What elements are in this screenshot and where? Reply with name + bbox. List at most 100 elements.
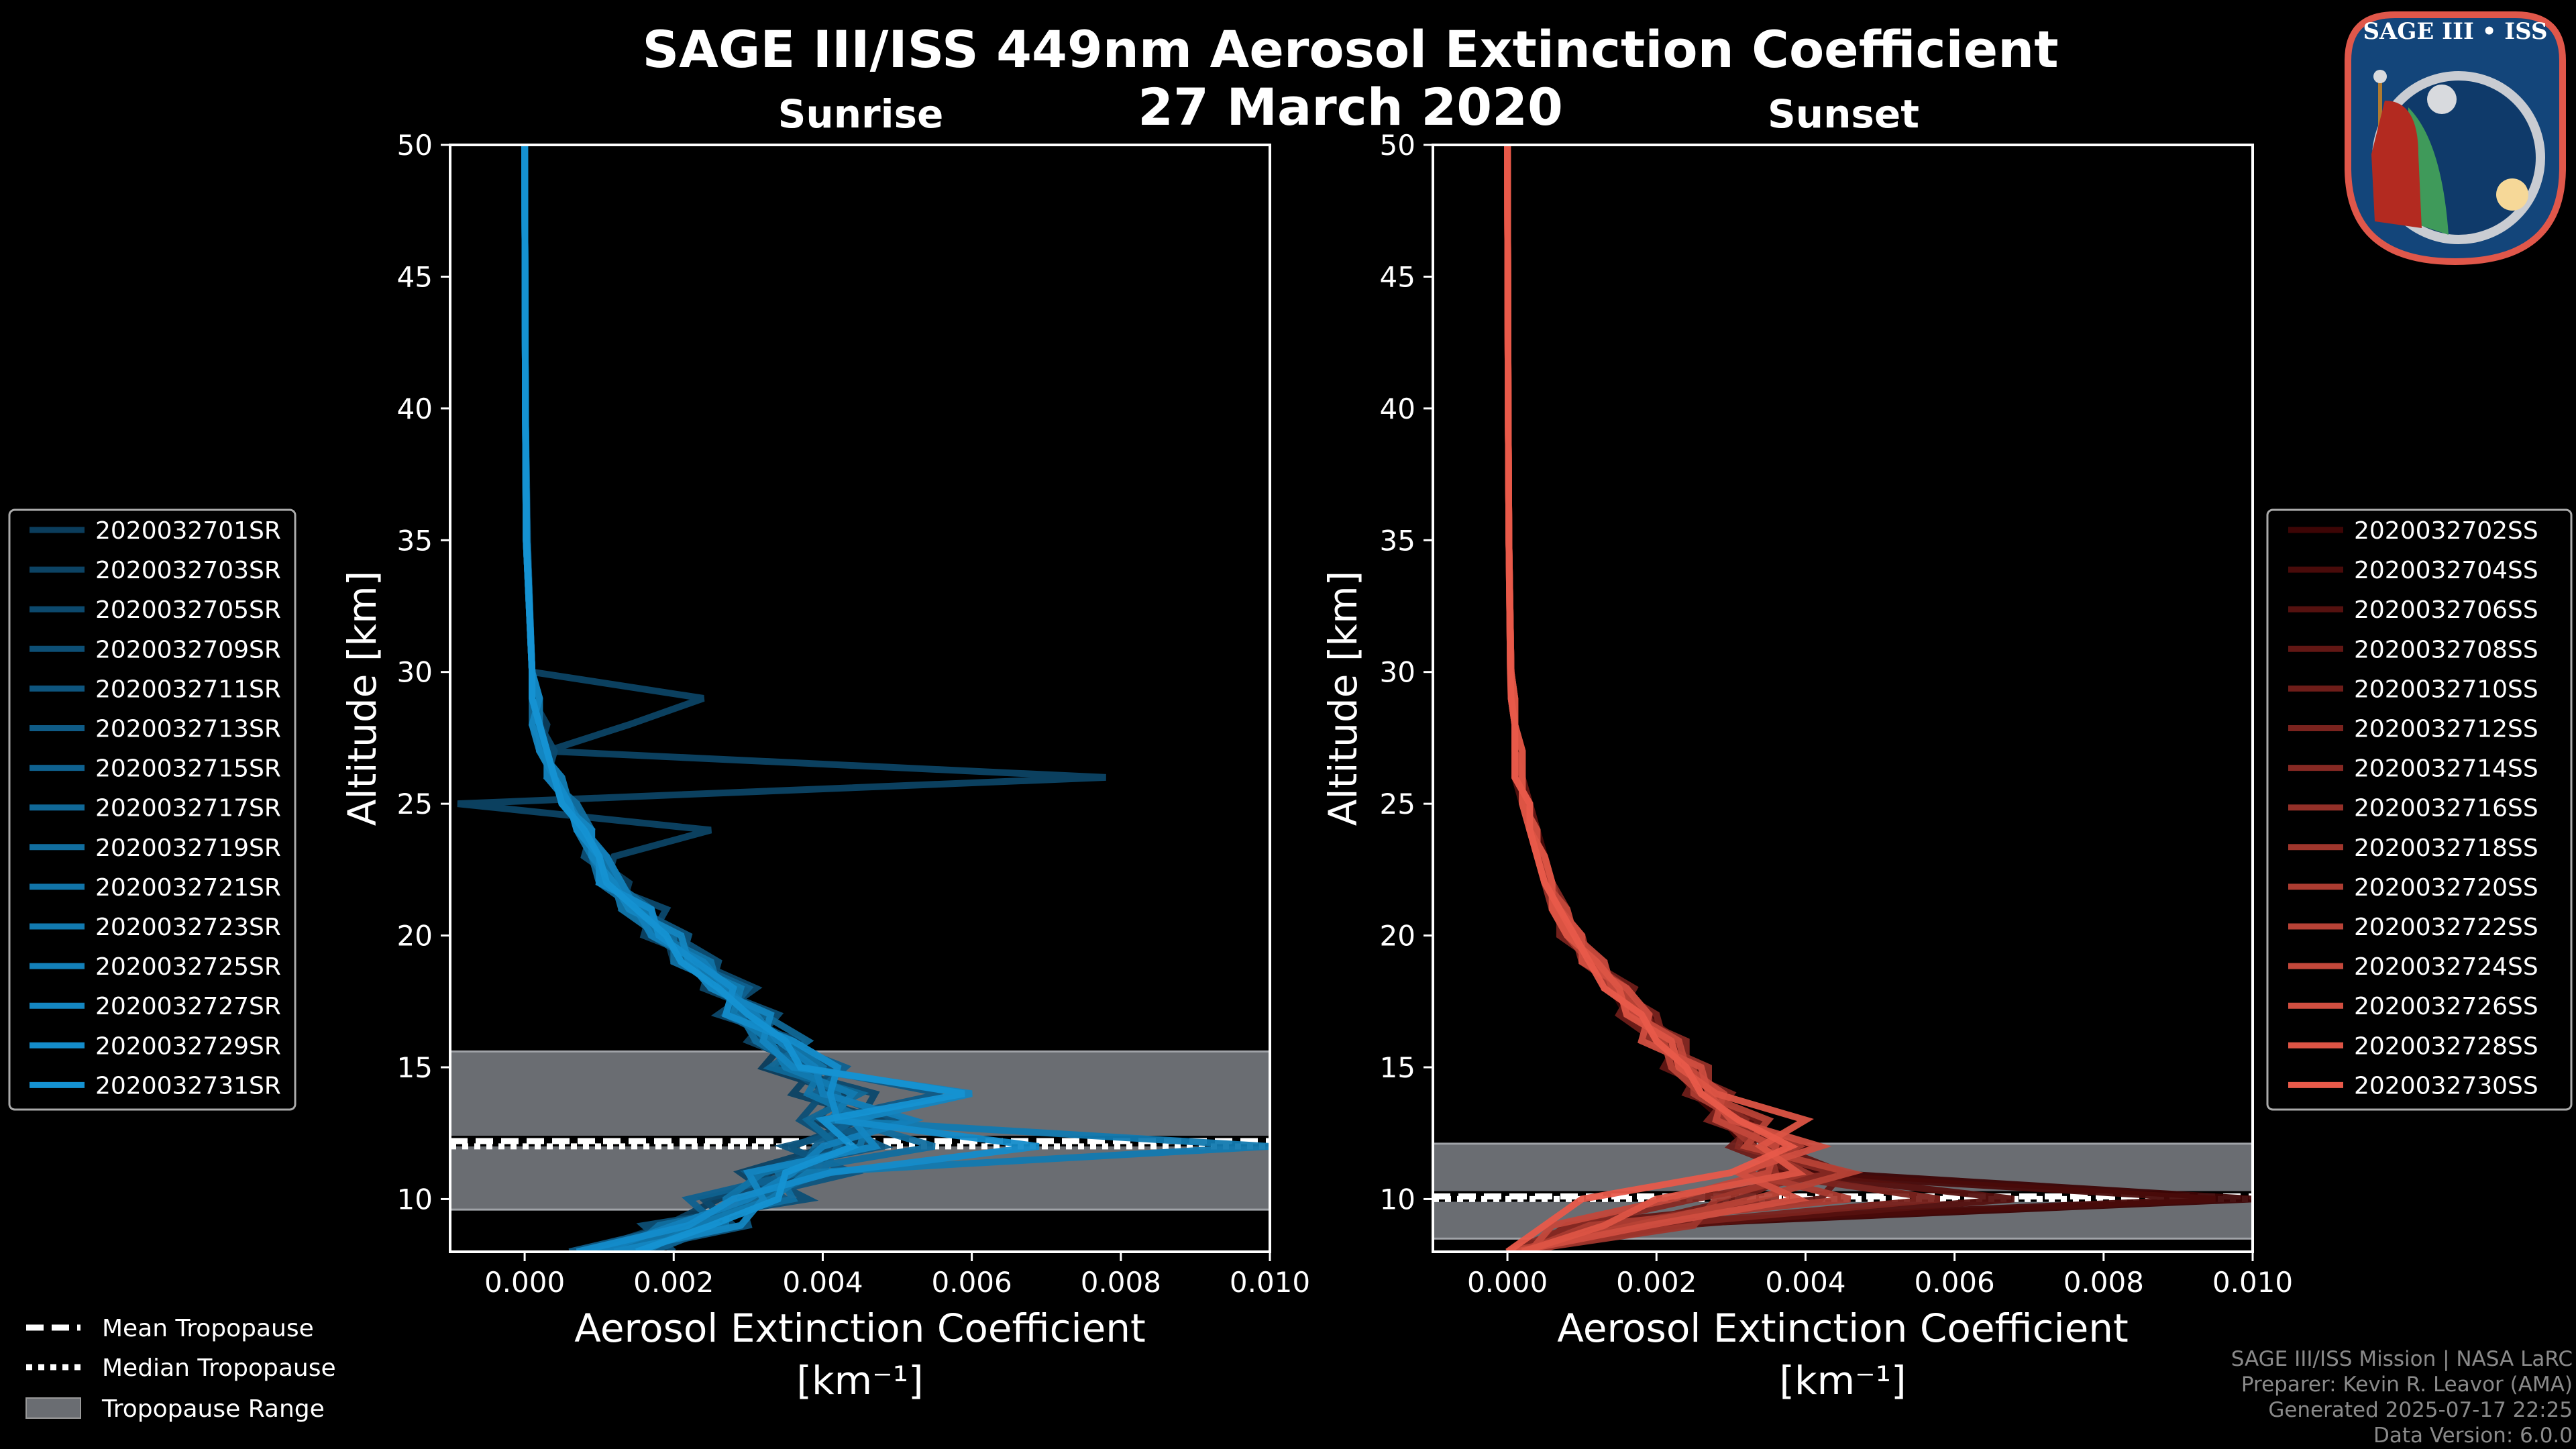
x-tick-label: 0.004 bbox=[782, 1266, 863, 1299]
x-tick-label: 0.000 bbox=[484, 1266, 565, 1299]
y-tick-label: 15 bbox=[1380, 1051, 1415, 1084]
legend-label: 2020032721SR bbox=[95, 874, 281, 902]
profile-line-2020032714SS bbox=[1504, 145, 1837, 1252]
y-tick-label: 35 bbox=[1380, 524, 1415, 557]
sunrise-subtitle: Sunrise bbox=[778, 91, 944, 137]
x-tick-label: 0.008 bbox=[1081, 1266, 1161, 1299]
median-tropopause-label: Median Tropopause bbox=[102, 1354, 336, 1382]
x-tick-label: 0.002 bbox=[1616, 1266, 1697, 1299]
chart-date: 27 March 2020 bbox=[1138, 77, 1563, 137]
tropopause-legend: Mean Tropopause Median Tropopause Tropop… bbox=[25, 1315, 336, 1423]
mean-tropopause-label: Mean Tropopause bbox=[102, 1315, 314, 1342]
sunset-panel: Sunset 10 15 20 25 30 35 40 45 50 0.000 0.002 0.004 0… bbox=[1320, 91, 2573, 1403]
x-tick-label: 0.006 bbox=[932, 1266, 1012, 1299]
profile-line-2020032730SS bbox=[1504, 145, 1799, 1252]
legend-label: 2020032701SR bbox=[95, 517, 281, 545]
legend-label: 2020032715SR bbox=[95, 755, 281, 783]
profile-line-2020032718SS bbox=[1504, 145, 1815, 1252]
legend-label: 2020032709SR bbox=[95, 636, 281, 663]
legend-label: 2020032706SS bbox=[2354, 596, 2538, 624]
sunrise-plot-area bbox=[450, 145, 1270, 1252]
y-tick-label: 40 bbox=[1380, 392, 1415, 425]
tropopause-range-label: Tropopause Range bbox=[101, 1395, 325, 1423]
legend-label: 2020032705SR bbox=[95, 596, 281, 624]
footer-line: Data Version: 6.0.0 bbox=[2373, 1424, 2573, 1448]
sunset-plot-area bbox=[1433, 145, 2253, 1252]
legend-label: 2020032702SS bbox=[2354, 517, 2538, 545]
legend-label: 2020032730SS bbox=[2354, 1072, 2538, 1099]
y-tick-label: 25 bbox=[397, 788, 433, 820]
legend-label: 2020032731SR bbox=[95, 1072, 281, 1099]
legend-label: 2020032727SR bbox=[95, 993, 281, 1020]
y-tick-label: 30 bbox=[397, 656, 433, 689]
x-tick-label: 0.008 bbox=[2063, 1266, 2144, 1299]
legend-label: 2020032720SS bbox=[2354, 874, 2538, 902]
x-tick-label: 0.000 bbox=[1467, 1266, 1548, 1299]
profile-line-2020032702SS bbox=[1504, 145, 2253, 1252]
footer-line: Preparer: Kevin R. Leavor (AMA) bbox=[2241, 1373, 2573, 1397]
profile-line-2020032712SS bbox=[1504, 145, 1941, 1252]
x-axis-unit: [km⁻¹] bbox=[796, 1358, 923, 1403]
y-tick-label: 45 bbox=[1380, 260, 1415, 293]
sunrise-axes-frame bbox=[449, 144, 1271, 1253]
profile-line-2020032720SS bbox=[1504, 145, 1851, 1252]
profile-line-2020032728SS bbox=[1504, 145, 1814, 1252]
profile-line-2020032726SS bbox=[1504, 145, 1832, 1252]
legend-label: 2020032723SR bbox=[95, 914, 281, 941]
legend-label: 2020032713SR bbox=[95, 716, 281, 743]
legend-label: 2020032719SR bbox=[95, 835, 281, 862]
legend-label: 2020032704SS bbox=[2354, 557, 2538, 584]
y-tick-label: 45 bbox=[397, 260, 433, 293]
profile-line-2020032724SS bbox=[1504, 145, 1780, 1252]
y-tick-label: 30 bbox=[1380, 656, 1415, 689]
x-tick-label: 0.004 bbox=[1765, 1266, 1845, 1299]
legend-box bbox=[8, 508, 297, 1111]
x-tick-label: 0.010 bbox=[2212, 1266, 2293, 1299]
y-tick-label: 10 bbox=[397, 1183, 433, 1216]
sunrise-panel: Sunrise 10 15 20 25 30 35 40 45 50 0.000 0.002 0.004… bbox=[8, 91, 1310, 1403]
x-axis-label: Aerosol Extinction Coefficient bbox=[574, 1305, 1146, 1351]
legend-box bbox=[2266, 508, 2573, 1111]
y-tick-label: 20 bbox=[397, 920, 433, 953]
footer-credits: SAGE III/ISS Mission | NASA LaRC Prepare… bbox=[2231, 1347, 2573, 1448]
legend-label: 2020032703SR bbox=[95, 557, 281, 584]
y-tick-label: 25 bbox=[1380, 788, 1415, 820]
legend-label: 2020032714SS bbox=[2354, 755, 2538, 783]
profile-line-2020032731SR bbox=[521, 145, 965, 1252]
x-tick-label: 0.006 bbox=[1915, 1266, 1995, 1299]
chart-title: SAGE III/ISS 449nm Aerosol Extinction Co… bbox=[642, 19, 2058, 79]
legend-label: 2020032725SR bbox=[95, 953, 281, 981]
y-axis-label: Altitude [km] bbox=[339, 571, 385, 826]
sage-iii-iss-logo: SAGE III • ISS bbox=[2345, 11, 2566, 266]
y-tick-label: 35 bbox=[397, 524, 433, 557]
legend-label: 2020032717SR bbox=[95, 795, 281, 822]
x-tick-label: 0.010 bbox=[1230, 1266, 1310, 1299]
y-tick-label: 15 bbox=[397, 1051, 433, 1084]
profile-line-2020032710SS bbox=[1504, 145, 1807, 1252]
legend-label: 2020032726SS bbox=[2354, 993, 2538, 1020]
y-tick-label: 50 bbox=[1380, 129, 1415, 162]
legend-label: 2020032711SR bbox=[95, 676, 281, 703]
legend-label: 2020032722SS bbox=[2354, 914, 2538, 941]
logo-text: SAGE III • ISS bbox=[2363, 18, 2547, 45]
legend-label: 2020032712SS bbox=[2354, 716, 2538, 743]
sunset-axes-frame bbox=[1432, 144, 2254, 1253]
sunset-subtitle: Sunset bbox=[1768, 91, 1919, 137]
legend-label: 2020032718SS bbox=[2354, 835, 2538, 862]
profile-line-2020032704SS bbox=[1504, 145, 2216, 1252]
profile-line-2020032708SS bbox=[1504, 145, 1849, 1252]
legend-label: 2020032716SS bbox=[2354, 795, 2538, 822]
sunset-legend: 2020032702SS 2020032704SS 2020032706SS 2020… bbox=[2266, 508, 2573, 1111]
x-tick-label: 0.002 bbox=[633, 1266, 714, 1299]
legend-label: 2020032728SS bbox=[2354, 1032, 2538, 1060]
sunrise-legend: 2020032701SR 2020032703SR 2020032705SR 2020… bbox=[8, 508, 297, 1111]
x-axis-unit: [km⁻¹] bbox=[1779, 1358, 1906, 1403]
legend-label: 2020032729SR bbox=[95, 1032, 281, 1060]
legend-label: 2020032724SS bbox=[2354, 953, 2538, 981]
footer-line: Generated 2025-07-17 22:25 bbox=[2268, 1398, 2573, 1422]
profile-line-2020032716SS bbox=[1504, 145, 1779, 1252]
profile-line-2020032706SS bbox=[1504, 145, 2015, 1252]
profile-line-2020032722SS bbox=[1504, 145, 1864, 1252]
footer-line: SAGE III/ISS Mission | NASA LaRC bbox=[2231, 1347, 2573, 1371]
